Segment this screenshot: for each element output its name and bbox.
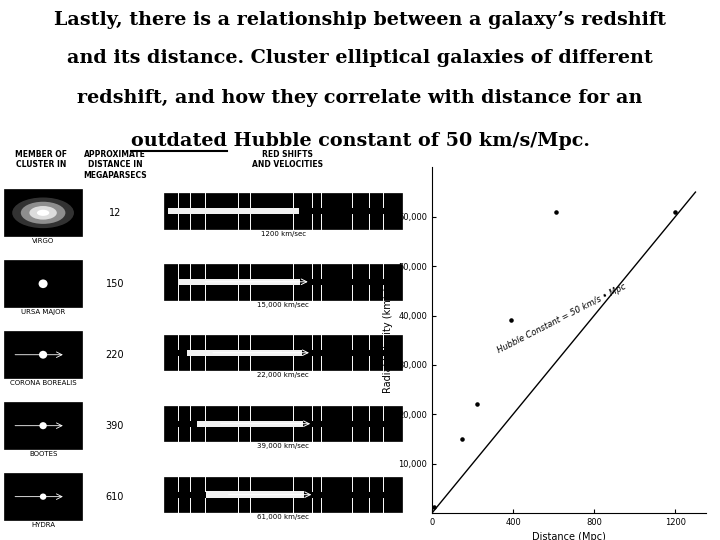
Circle shape bbox=[39, 279, 48, 288]
Bar bbox=[4, 331, 82, 379]
Circle shape bbox=[39, 351, 48, 359]
Text: Lastly, there is a relationship between a galaxy’s redshift: Lastly, there is a relationship between … bbox=[54, 11, 666, 29]
Bar bbox=[197, 421, 302, 427]
Bar bbox=[178, 279, 300, 285]
Text: 15,000 km/sec: 15,000 km/sec bbox=[257, 301, 309, 307]
Y-axis label: Radial Velocity (km/s): Radial Velocity (km/s) bbox=[382, 287, 392, 393]
Text: 61,000 km/sec: 61,000 km/sec bbox=[257, 515, 309, 521]
Bar bbox=[4, 473, 82, 520]
Circle shape bbox=[40, 422, 47, 429]
Text: 22,000 km/sec: 22,000 km/sec bbox=[257, 373, 309, 379]
Ellipse shape bbox=[30, 206, 57, 220]
Text: 12: 12 bbox=[109, 208, 121, 218]
Ellipse shape bbox=[37, 210, 49, 216]
Bar bbox=[164, 335, 402, 370]
Bar bbox=[4, 402, 82, 449]
Text: 610: 610 bbox=[106, 491, 124, 502]
Bar bbox=[164, 264, 402, 300]
Bar bbox=[187, 349, 302, 356]
Text: 150: 150 bbox=[106, 279, 124, 289]
Bar bbox=[164, 406, 402, 442]
Text: 390: 390 bbox=[106, 421, 124, 431]
Bar bbox=[4, 260, 82, 307]
Text: MEMBER OF
CLUSTER IN: MEMBER OF CLUSTER IN bbox=[15, 150, 67, 169]
Text: 39,000 km/sec: 39,000 km/sec bbox=[257, 443, 309, 449]
Bar bbox=[164, 477, 402, 512]
Text: BOOTES: BOOTES bbox=[29, 451, 58, 457]
Text: URSA MAJOR: URSA MAJOR bbox=[21, 309, 66, 315]
Text: CORONA BOREALIS: CORONA BOREALIS bbox=[10, 380, 76, 386]
Text: 1200 km/sec: 1200 km/sec bbox=[261, 231, 306, 237]
Bar bbox=[4, 189, 82, 237]
Ellipse shape bbox=[12, 198, 74, 228]
Text: redshift, and how they correlate with distance for an: redshift, and how they correlate with di… bbox=[77, 89, 643, 106]
Text: and its distance. Cluster elliptical galaxies of different: and its distance. Cluster elliptical gal… bbox=[67, 49, 653, 67]
Text: RED SHIFTS
AND VELOCITIES: RED SHIFTS AND VELOCITIES bbox=[252, 150, 323, 169]
Text: 220: 220 bbox=[106, 350, 125, 360]
Text: VIRGO: VIRGO bbox=[32, 239, 54, 245]
Text: APPROXIMATE
DISTANCE IN
MEGAPARSECS: APPROXIMATE DISTANCE IN MEGAPARSECS bbox=[83, 150, 147, 179]
Bar bbox=[207, 491, 304, 498]
Bar bbox=[168, 208, 300, 214]
Ellipse shape bbox=[21, 202, 66, 224]
Text: HYDRA: HYDRA bbox=[31, 522, 55, 528]
X-axis label: Distance (Mpc): Distance (Mpc) bbox=[532, 532, 606, 540]
Text: Hubble Constant = 50 km/s • Mpc: Hubble Constant = 50 km/s • Mpc bbox=[496, 282, 628, 355]
Bar bbox=[164, 193, 402, 228]
Circle shape bbox=[40, 494, 46, 500]
Text: outdated Hubble constant of 50 km/s/Mpc.: outdated Hubble constant of 50 km/s/Mpc. bbox=[130, 132, 590, 150]
